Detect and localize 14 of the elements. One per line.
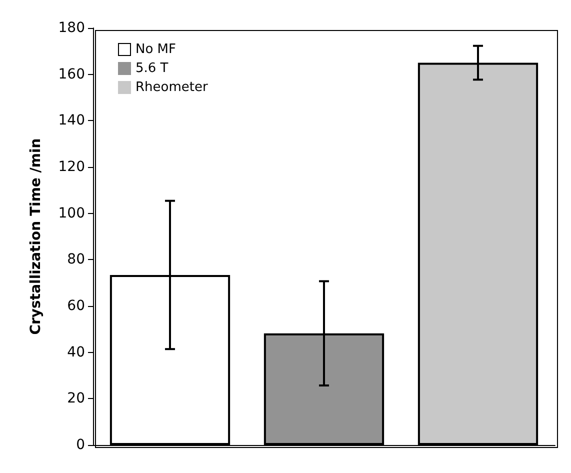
y-tick-label: 120 [58, 159, 85, 175]
y-tick-label: 140 [58, 112, 85, 129]
y-tick-label: 40 [67, 344, 85, 360]
y-axis-title: Crystallization Time /min [28, 138, 44, 335]
y-tick-label: 100 [58, 205, 85, 222]
legend-label: No MF [136, 42, 176, 57]
y-tick-label: 80 [67, 252, 85, 268]
y-tick-label: 160 [58, 66, 85, 82]
y-tick-label: 60 [67, 298, 85, 314]
legend-label: 5.6 T [136, 61, 168, 76]
y-tick-label: 20 [67, 390, 85, 407]
legend-label: Rheometer [136, 80, 208, 95]
y-tick-label: 180 [58, 20, 85, 36]
y-tick-label: 0 [76, 437, 85, 453]
